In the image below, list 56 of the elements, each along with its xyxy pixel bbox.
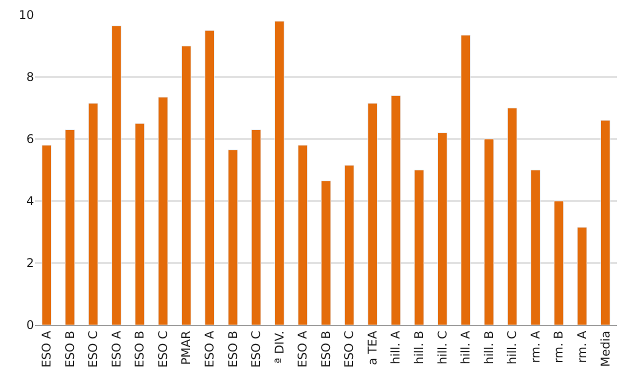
- y-tick-label: 8: [26, 70, 34, 84]
- x-tick-label: ESO B: [226, 330, 240, 368]
- x-tick-label: ESO C: [342, 330, 356, 368]
- x-tick-label: rm. A: [528, 330, 542, 364]
- bar: [298, 144, 308, 325]
- bar: [368, 103, 378, 325]
- x-tick-label: rm. B: [552, 330, 566, 364]
- x-tick-label: ESO B: [318, 330, 333, 368]
- x-tick-label: ESO A: [296, 330, 310, 368]
- x-tick-label: hill. B: [412, 330, 426, 364]
- x-tick-label: ESO A: [202, 330, 216, 368]
- bar: [228, 150, 238, 325]
- bar: [251, 129, 262, 325]
- y-tick-label: 4: [26, 194, 34, 208]
- bar: [158, 96, 168, 325]
- y-tick-label: 10: [18, 8, 34, 22]
- x-tick-label: a TEA: [365, 330, 380, 366]
- x-tick-label: ESO A: [40, 330, 54, 368]
- bar: [344, 165, 354, 325]
- x-tick-label: ESO C: [156, 330, 170, 368]
- y-tick-label: 0: [26, 318, 34, 332]
- bar: [460, 34, 471, 325]
- x-tick-label: hill. A: [458, 330, 473, 364]
- y-tick-label: 6: [26, 132, 34, 146]
- x-tick-label: rm. A: [574, 330, 589, 364]
- x-tick-label: ESO B: [132, 330, 147, 368]
- bar: [112, 26, 122, 325]
- bar: [414, 170, 424, 325]
- bar: [484, 138, 494, 325]
- x-tick-label: hill. C: [505, 330, 520, 364]
- bar: [88, 103, 98, 325]
- bar: [530, 170, 540, 325]
- x-tick-label: hill. B: [482, 330, 496, 364]
- bar: [204, 30, 215, 325]
- bar: [274, 20, 284, 325]
- x-tick-label: ESO C: [249, 330, 264, 368]
- x-tick-label: ESO A: [109, 330, 124, 368]
- x-tick-label: ESO B: [62, 330, 77, 368]
- x-tick-label: ESO C: [86, 330, 100, 368]
- bar: [181, 46, 192, 325]
- bar: [321, 180, 331, 325]
- bar: [65, 129, 75, 325]
- bar: [554, 200, 564, 325]
- x-tick-label: ª DIV.: [272, 330, 286, 364]
- bar: [437, 132, 448, 325]
- bar: [134, 123, 145, 325]
- bar: [507, 108, 518, 325]
- bar: [600, 120, 610, 325]
- x-tick-label: hill. C: [435, 330, 450, 364]
- bar: [42, 144, 52, 325]
- y-tick-label: 2: [26, 256, 34, 270]
- x-tick-label: Media: [598, 330, 612, 367]
- x-tick-label: PMAR: [179, 330, 194, 365]
- x-tick-label: hill. A: [388, 330, 403, 364]
- bar: [390, 95, 401, 325]
- bar: [577, 227, 587, 325]
